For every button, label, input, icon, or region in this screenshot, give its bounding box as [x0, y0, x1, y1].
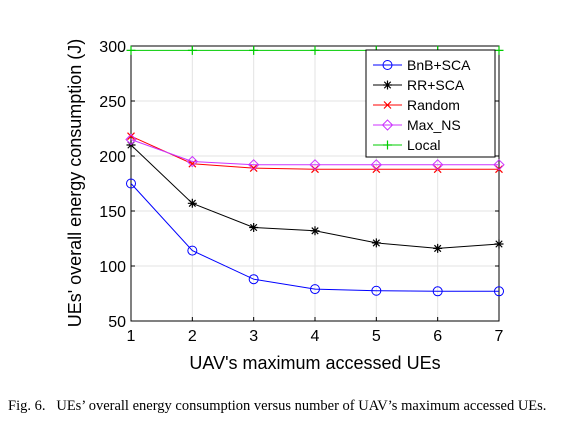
legend: BnB+SCA RR+SCA Random Max_NS Local	[365, 49, 496, 158]
point-bnb-sca	[494, 286, 504, 297]
point-bnb-sca	[248, 274, 259, 285]
legend-marker-bnb-sca-shape	[382, 60, 393, 70]
series-line-max-ns	[130, 139, 499, 166]
legend-marker-local	[383, 140, 392, 150]
point-rr-sca-shape	[433, 243, 443, 253]
x-tick-label: 4	[311, 328, 320, 345]
point-max-ns	[431, 159, 444, 171]
point-max-ns	[186, 155, 199, 168]
point-rr-sca	[371, 238, 381, 248]
legend-item-local: Local	[373, 137, 440, 153]
point-max-ns-shape	[125, 133, 137, 146]
axis-ticks: 1 2 3 4 5 6 7 50 100 150 200 250 300	[99, 39, 503, 345]
point-random	[249, 164, 258, 173]
point-local-shape	[249, 45, 259, 55]
point-max-ns-shape	[186, 155, 199, 168]
legend-marker-max-ns	[381, 119, 394, 131]
legend-marker-bnb-sca	[382, 60, 393, 70]
point-max-ns-shape	[370, 159, 383, 171]
point-rr-sca	[249, 223, 259, 232]
y-tick-label: 150	[99, 204, 126, 221]
legend-label-rr-sca: RR+SCA	[407, 77, 465, 93]
legend-marker-rr-sca	[383, 80, 392, 90]
point-local	[494, 45, 504, 55]
point-rr-sca-shape	[249, 223, 259, 232]
point-max-ns-shape	[431, 159, 444, 171]
legend-item-rr-sca: RR+SCA	[373, 77, 465, 93]
point-max-ns	[493, 159, 505, 171]
point-rr-sca	[494, 239, 504, 249]
point-bnb-sca-shape	[187, 245, 198, 256]
point-bnb-sca-shape	[310, 284, 320, 295]
legend-label-max-ns: Max_NS	[407, 117, 461, 133]
point-bnb-sca	[126, 178, 136, 189]
legend-marker-random-shape	[383, 101, 392, 109]
legend-item-bnb-sca: BnB+SCA	[373, 57, 471, 73]
point-random-shape	[127, 132, 135, 141]
point-random	[127, 132, 135, 141]
point-max-ns	[247, 159, 260, 171]
x-tick-label: 1	[127, 328, 136, 345]
point-max-ns-shape	[493, 159, 505, 171]
point-bnb-sca	[187, 245, 198, 256]
y-tick-label: 250	[99, 94, 126, 111]
point-rr-sca-shape	[187, 198, 197, 208]
point-local-shape	[494, 45, 504, 55]
point-max-ns-shape	[309, 159, 321, 171]
caption-text: UEs’ overall energy consumption versus n…	[56, 398, 547, 414]
y-tick-label: 200	[99, 149, 126, 166]
x-axis-label: UAV's maximum accessed UEs	[189, 353, 440, 373]
point-local-shape	[187, 45, 197, 55]
point-local	[249, 45, 259, 55]
point-bnb-sca-shape	[432, 286, 443, 297]
point-local-shape	[310, 45, 320, 55]
y-tick-label: 50	[108, 314, 126, 331]
point-local	[187, 45, 197, 55]
legend-marker-max-ns-shape	[381, 119, 394, 131]
point-max-ns	[370, 159, 383, 171]
figure-caption: Fig. 6. UEs’ overall energy consumption …	[8, 397, 580, 415]
chart: 1 2 3 4 5 6 7 50 100 150 200 250 300 UAV's maximum a…	[65, 39, 505, 373]
legend-label-local: Local	[407, 137, 440, 153]
y-axis-label: UEs' overall energy consumption (J)	[65, 39, 85, 328]
legend-item-max-ns: Max_NS	[373, 117, 461, 133]
point-random-shape	[249, 164, 258, 173]
legend-label-random: Random	[407, 97, 460, 113]
x-tick-label: 2	[188, 328, 197, 345]
point-local	[126, 45, 136, 55]
point-bnb-sca	[310, 284, 320, 295]
point-bnb-sca	[371, 285, 382, 296]
point-max-ns	[125, 133, 137, 146]
point-bnb-sca-shape	[494, 286, 504, 297]
point-max-ns-shape	[247, 159, 260, 171]
legend-item-random: Random	[373, 97, 460, 113]
point-rr-sca	[310, 226, 320, 236]
x-tick-label: 3	[249, 328, 258, 345]
x-tick-label: 5	[372, 328, 381, 345]
series-line-bnb-sca	[130, 183, 499, 292]
x-tick-label: 7	[495, 328, 504, 345]
point-local-shape	[126, 45, 136, 55]
point-local	[310, 45, 320, 55]
point-bnb-sca-shape	[248, 274, 259, 285]
point-bnb-sca-shape	[126, 178, 136, 189]
legend-marker-rr-sca-shape	[383, 80, 392, 90]
legend-box	[365, 49, 496, 158]
point-rr-sca-shape	[494, 239, 504, 249]
point-bnb-sca-shape	[371, 285, 382, 296]
caption-label: Fig. 6.	[8, 398, 46, 414]
point-rr-sca	[433, 243, 443, 253]
x-tick-label: 6	[433, 328, 442, 345]
legend-marker-local-shape	[383, 140, 392, 150]
point-rr-sca	[187, 198, 197, 208]
legend-label-bnb-sca: BnB+SCA	[407, 57, 471, 73]
point-max-ns	[309, 159, 321, 171]
point-rr-sca-shape	[371, 238, 381, 248]
y-tick-label: 100	[99, 259, 126, 276]
point-bnb-sca	[432, 286, 443, 297]
legend-marker-random	[383, 101, 392, 109]
y-tick-label: 300	[99, 39, 126, 56]
point-rr-sca-shape	[310, 226, 320, 236]
